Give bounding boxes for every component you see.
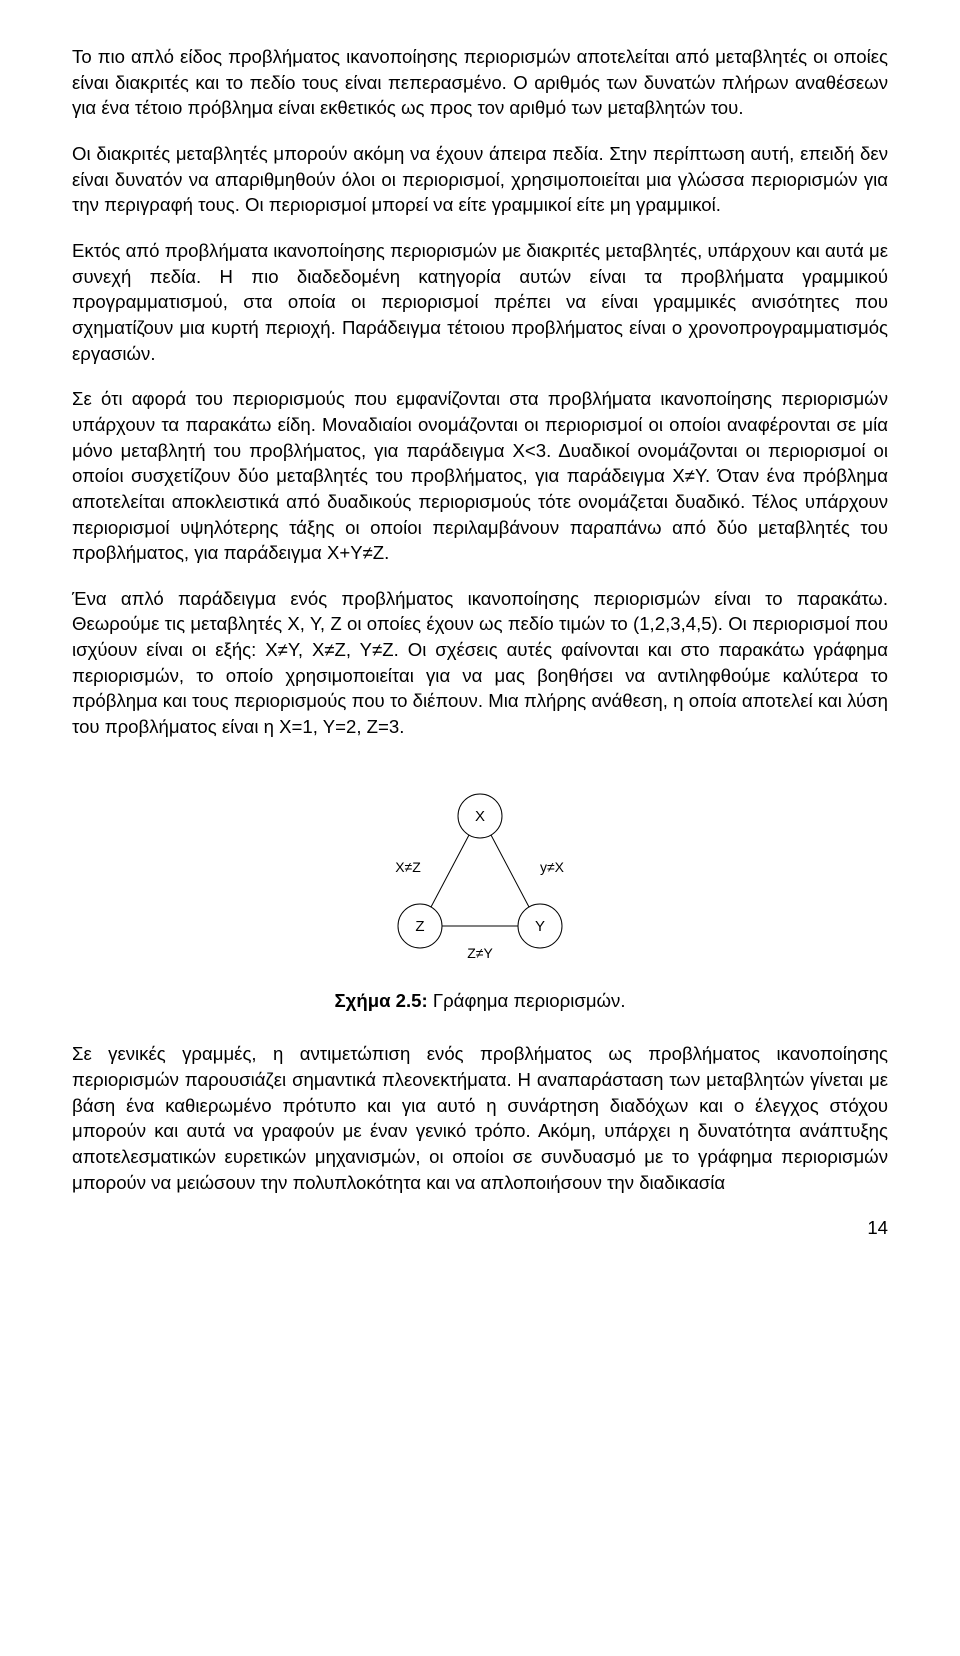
paragraph-6: Σε γενικές γραμμές, η αντιμετώπιση ενός … xyxy=(72,1041,888,1195)
graph-node-label: X xyxy=(475,808,485,825)
paragraph-4: Σε ότι αφορά του περιορισμούς που εμφανί… xyxy=(72,386,888,566)
constraint-graph-figure: X Z Y X≠Z y≠X Z≠Y Σχήμα 2.5: Γράφημα περιορισ… xyxy=(72,776,888,1014)
paragraph-1: Το πιο απλό είδος προβλήματος ικανοποίησ… xyxy=(72,44,888,121)
graph-edge xyxy=(491,835,529,907)
paragraph-5: Ένα απλό παράδειγμα ενός προβλήματος ικα… xyxy=(72,586,888,740)
graph-node-label: Z xyxy=(415,918,424,935)
page-number: 14 xyxy=(72,1215,888,1241)
graph-edge-label: X≠Z xyxy=(395,859,421,875)
constraint-graph-svg: X Z Y X≠Z y≠X Z≠Y xyxy=(350,776,610,976)
graph-edge xyxy=(431,835,469,907)
graph-edge-label: y≠X xyxy=(540,859,565,875)
figure-caption-text: Γράφημα περιορισμών. xyxy=(428,990,626,1011)
graph-node-label: Y xyxy=(535,918,545,935)
paragraph-2: Οι διακριτές μεταβλητές μπορούν ακόμη να… xyxy=(72,141,888,218)
graph-edge-label: Z≠Y xyxy=(467,945,493,961)
paragraph-3: Εκτός από προβλήματα ικανοποίησης περιορ… xyxy=(72,238,888,366)
figure-caption-label: Σχήμα 2.5: xyxy=(334,990,427,1011)
figure-caption: Σχήμα 2.5: Γράφημα περιορισμών. xyxy=(72,988,888,1014)
